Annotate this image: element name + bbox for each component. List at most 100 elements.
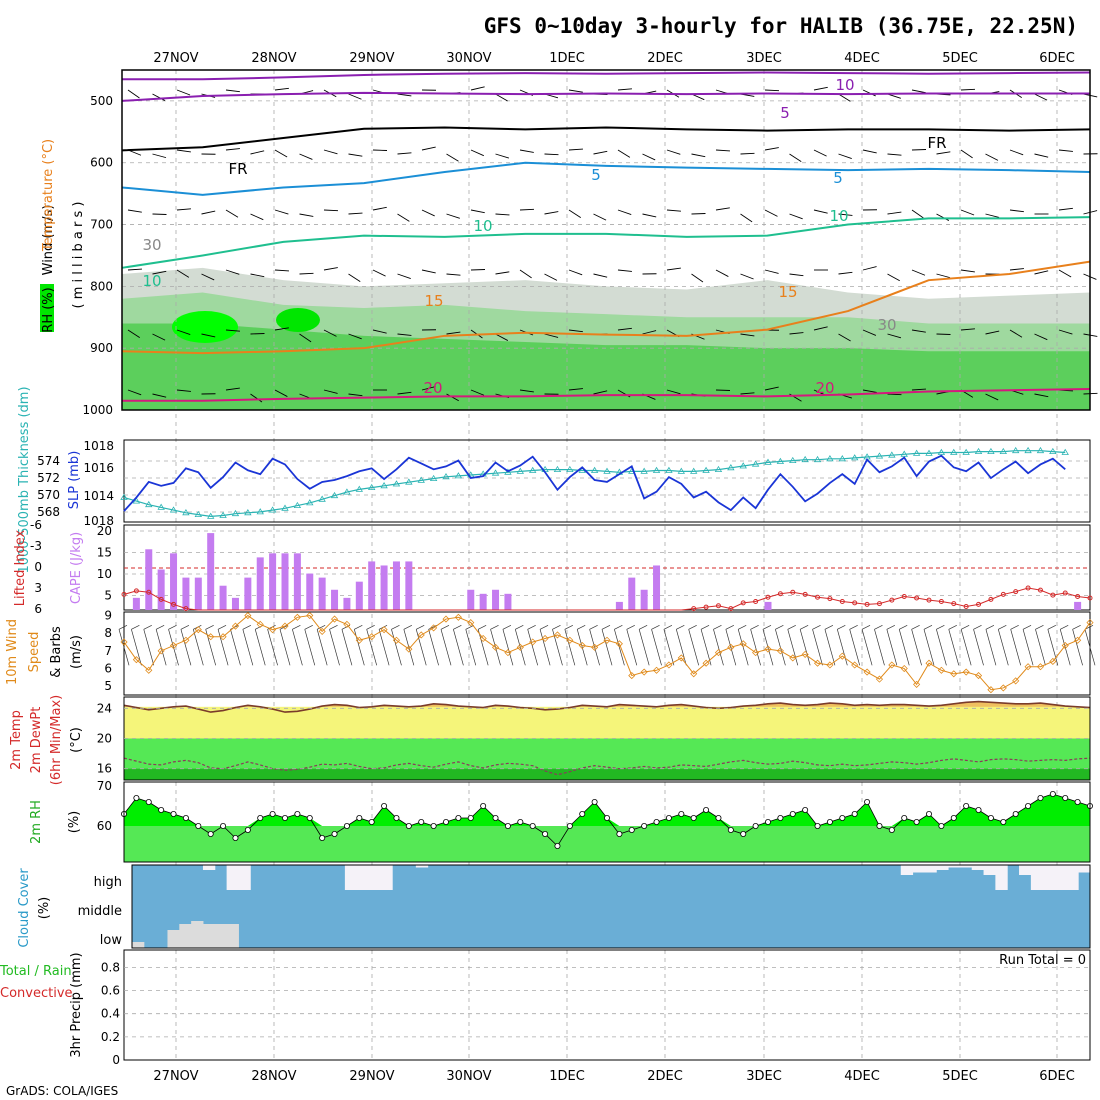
wind-barb-10m xyxy=(898,629,910,666)
thickness-marker xyxy=(974,447,983,454)
thickness-marker xyxy=(182,509,190,516)
wind-barb xyxy=(666,149,681,155)
axis-label-temperature: Temperature (°C) xyxy=(41,139,56,252)
wind-barb xyxy=(740,213,753,223)
y-tick-precip: 0.2 xyxy=(101,1030,120,1044)
wind-barb xyxy=(838,153,852,159)
cloud-high-cell xyxy=(912,865,925,873)
wind-speed-marker xyxy=(999,684,1007,692)
li-marker xyxy=(1025,585,1031,591)
wind-speed-marker xyxy=(293,613,301,621)
thickness-marker xyxy=(850,454,859,461)
cloud-high-cell xyxy=(368,865,381,890)
wind-speed-marker xyxy=(566,636,574,644)
wind-barb xyxy=(813,209,828,214)
thickness-marker xyxy=(145,500,153,508)
wind-barb xyxy=(495,153,510,159)
axis-label-thickness: 1000-500mb Thickness (dm) xyxy=(17,386,32,573)
contour-label: 5 xyxy=(833,169,843,187)
date-tick-top: 5DEC xyxy=(942,51,978,66)
li-marker xyxy=(1037,587,1043,593)
wind-barb xyxy=(960,269,975,273)
wind-speed-marker xyxy=(801,650,809,658)
wind-barb-10m xyxy=(316,629,328,666)
wind-barb xyxy=(911,209,924,219)
cloud-high-cell xyxy=(1054,865,1067,890)
wind-speed-line xyxy=(123,614,1091,691)
li-marker xyxy=(914,595,920,601)
cloud-level-label: middle xyxy=(78,904,122,919)
cloud-high-cell xyxy=(344,865,358,890)
wind-barb-10m xyxy=(700,629,712,666)
rh-marker xyxy=(1062,795,1069,802)
wind-barb-flag xyxy=(242,625,252,630)
thickness-marker xyxy=(912,449,921,456)
contour-label: FR xyxy=(927,134,946,152)
rh-marker xyxy=(455,815,462,822)
rh-marker xyxy=(158,807,165,814)
panel-frame xyxy=(131,864,1091,949)
wind-barb-flag xyxy=(403,625,413,630)
rh-marker xyxy=(294,811,301,818)
wind-barb xyxy=(519,149,534,153)
thickness-marker xyxy=(1061,448,1069,455)
axis-label-slp: SLP (mb) xyxy=(67,451,82,510)
wind-barb xyxy=(911,388,926,391)
cloud-high-cell xyxy=(983,865,996,875)
wind-barb xyxy=(789,332,804,335)
wind-barb-flag xyxy=(1010,625,1019,630)
rh-marker xyxy=(715,815,722,822)
thickness-marker xyxy=(157,503,165,510)
li-marker xyxy=(765,594,771,600)
thickness-marker xyxy=(454,472,463,479)
wind-barb-10m xyxy=(675,629,687,666)
cape-bar xyxy=(194,577,202,610)
contour-label: 15 xyxy=(424,292,443,310)
wind-barb xyxy=(127,209,142,213)
wind-barb-flag xyxy=(837,625,846,630)
rh-marker xyxy=(987,815,994,822)
rh-marker xyxy=(851,811,858,818)
wind-barb xyxy=(568,148,583,151)
y-tick-precip: 0.4 xyxy=(101,1007,120,1021)
cloud-high-cell xyxy=(971,865,985,870)
wind-barb xyxy=(715,207,730,211)
rh-marker xyxy=(504,823,511,830)
axis-label-2m-rh: 2m RH xyxy=(29,800,44,844)
wind-speed-marker xyxy=(169,641,178,650)
wind-barb xyxy=(446,273,461,276)
wind-barb xyxy=(960,209,975,216)
date-tick-bottom: 29NOV xyxy=(349,1069,394,1084)
wind-barb xyxy=(495,333,509,341)
rh-marker xyxy=(740,831,747,838)
wind-barb-10m xyxy=(1022,629,1034,666)
cloud-high-cell xyxy=(238,865,251,890)
rh-marker xyxy=(195,823,202,830)
wind-speed-marker xyxy=(974,672,983,680)
wind-barb xyxy=(960,328,975,331)
wind-speed-marker xyxy=(454,613,462,621)
thickness-marker xyxy=(330,491,339,499)
wind-barb-flag xyxy=(589,625,598,630)
wind-barb xyxy=(152,270,167,275)
wind-barb xyxy=(225,89,240,93)
contour-label: 10 xyxy=(829,207,848,225)
wind-barb xyxy=(544,333,559,338)
thickness-marker xyxy=(367,483,376,490)
wind-barb-flag xyxy=(676,625,685,630)
cloud-high-cell xyxy=(900,865,914,875)
wind-speed-marker xyxy=(541,634,549,643)
wind-barb-10m xyxy=(1035,629,1046,666)
thickness-marker xyxy=(640,467,648,474)
wind-barb-flag xyxy=(849,625,858,630)
wind-barb xyxy=(470,86,485,91)
cloud-low-cell xyxy=(202,924,216,948)
wind-barb xyxy=(274,389,288,397)
date-tick-bottom: 3DEC xyxy=(746,1069,782,1084)
wind-barb xyxy=(936,151,951,155)
panel-frame xyxy=(123,949,1091,1061)
y-tick-cape: 15 xyxy=(97,546,112,560)
cloud-high-cell xyxy=(948,865,961,868)
wind-barb xyxy=(789,273,804,277)
cloud-level-label: low xyxy=(100,933,123,948)
